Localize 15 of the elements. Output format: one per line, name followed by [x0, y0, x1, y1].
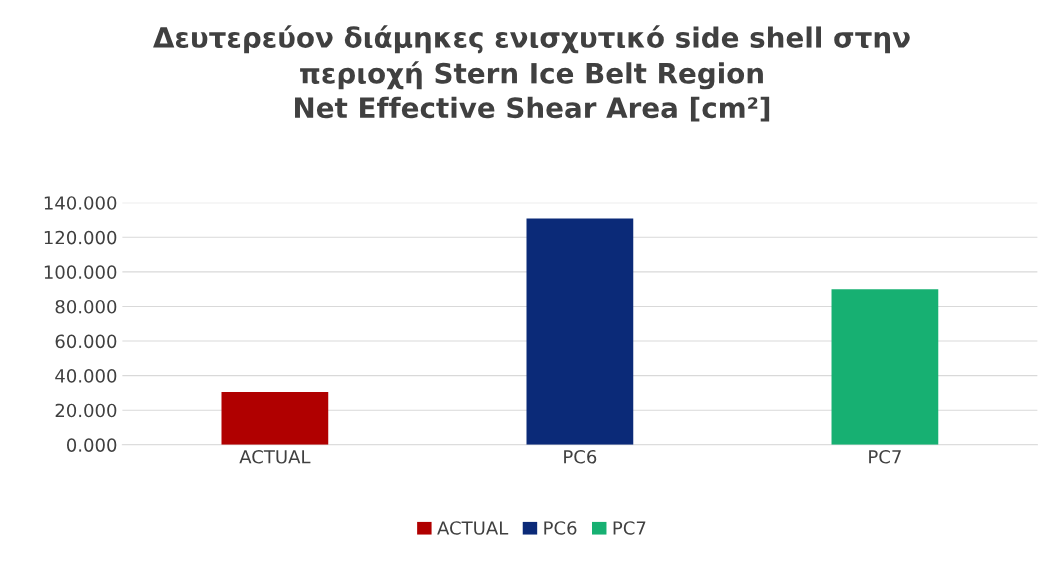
legend-label: PC7 [613, 521, 646, 535]
y-tick-label: 40.000 [55, 369, 117, 383]
x-tick-label: PC6 [564, 449, 597, 464]
y-tick-label: 20.000 [55, 403, 117, 418]
y-tick-label: 140.000 [44, 196, 117, 210]
legend-label: PC6 [544, 521, 577, 535]
y-tick-label: 0.000 [67, 438, 117, 452]
x-tick-label: PC7 [869, 449, 901, 464]
chart-title: Δευτερεύον διάμηκες ενισχυτικό side shell στην περιοχή Stern Ice Belt Region Net Effective Shear Area [cm²] [153, 25, 910, 122]
y-tick-label: 120.000 [44, 230, 117, 245]
y-tick-label: 100.000 [44, 265, 117, 279]
y-tick-label: 60.000 [55, 334, 117, 349]
y-tick-label: 80.000 [55, 299, 117, 314]
legend-label: ACTUAL [437, 521, 509, 535]
x-tick-label: ACTUAL [239, 449, 311, 464]
